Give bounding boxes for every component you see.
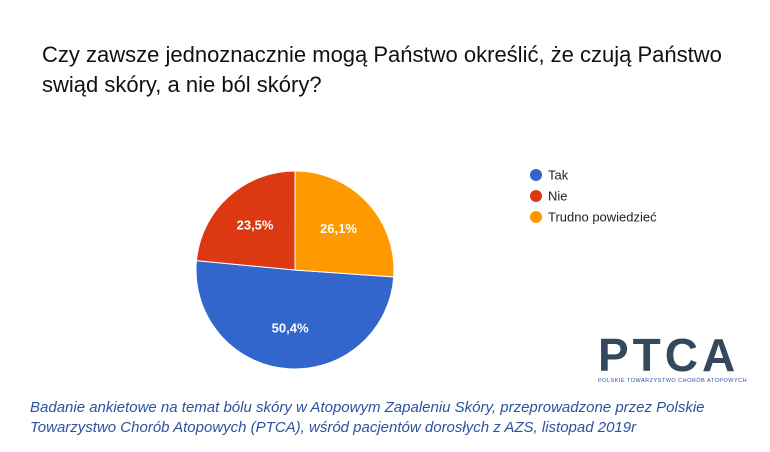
footnote: Badanie ankietowe na temat bólu skóry w …: [30, 399, 705, 436]
pie-slice: [195, 170, 296, 271]
legend-label: Trudno powiedzieć: [548, 209, 657, 224]
value-label: 50,4%: [272, 321, 309, 336]
chart-title: Czy zawsze jednoznacznie mogą Państwo ok…: [42, 42, 722, 97]
legend-marker: [530, 211, 542, 223]
legend-label: Nie: [548, 188, 568, 203]
value-label: 26,1%: [320, 221, 357, 236]
legend-marker: [530, 190, 542, 202]
value-label: 23,5%: [237, 217, 274, 232]
pie-slice: [195, 260, 395, 370]
logo: PTCA POLSKIE TOWARZYSTWO CHORÓB ATOPOWYC…: [598, 332, 747, 384]
pie-slice: [294, 170, 395, 278]
logo-subtitle: POLSKIE TOWARZYSTWO CHORÓB ATOPOWYCH: [598, 378, 748, 384]
legend-marker: [530, 169, 542, 181]
logo-name: PTCA: [598, 329, 740, 381]
legend-label: Tak: [548, 167, 569, 182]
